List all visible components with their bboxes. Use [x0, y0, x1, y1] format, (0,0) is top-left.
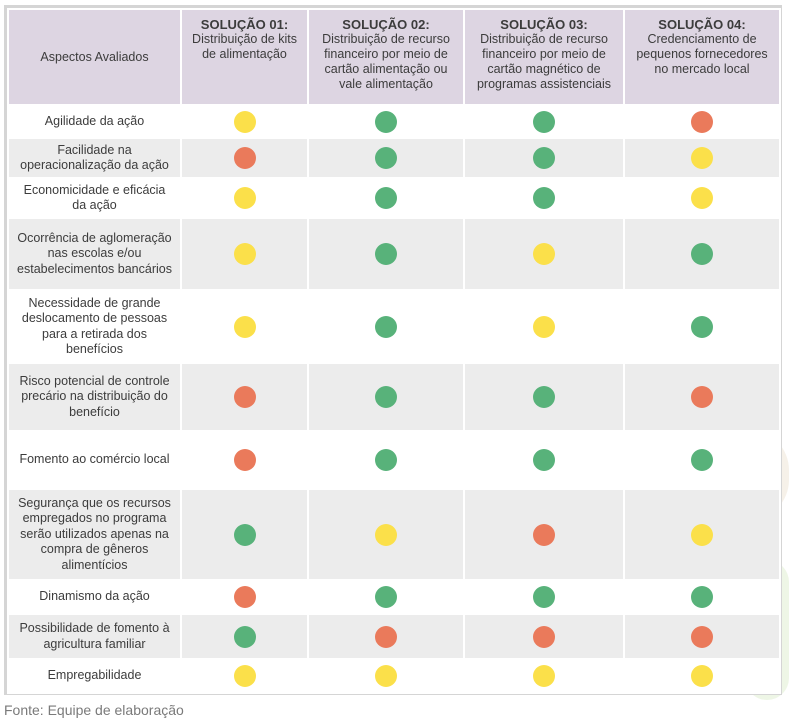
rating-dot [691, 386, 713, 408]
rating-dot [233, 187, 256, 209]
rating-dot [375, 625, 397, 648]
solution-description: Credenciamento de pequenos fornecedores … [636, 32, 768, 76]
rating-dot [533, 243, 555, 265]
table-row: Necessidade de grande deslocamento de pe… [7, 289, 781, 364]
aspect-label: Economicidade e eficácia da ação [7, 177, 182, 219]
rating-dot [375, 110, 397, 133]
rating-dot [533, 449, 555, 471]
rating-dot [233, 243, 256, 265]
rating-dot [533, 625, 555, 648]
rating-dot [375, 386, 397, 408]
rating-dot [691, 449, 713, 471]
aspect-label: Agilidade da ação [7, 104, 182, 139]
solution-header: SOLUÇÃO 03: Distribuição de recurso fina… [463, 8, 625, 106]
solution-header: SOLUÇÃO 01: Distribuição de kits de alim… [180, 8, 309, 106]
aspect-label: Possibilidade de fomento à agricultura f… [7, 613, 182, 660]
rating-dot [533, 665, 555, 687]
rating-dot [533, 315, 555, 338]
aspect-label: Segurança que os recursos empregados no … [7, 488, 182, 581]
rating-dot [233, 386, 256, 408]
rating-dot [233, 449, 256, 471]
header-row: Aspectos Avaliados SOLUÇÃO 01: Distribui… [7, 8, 781, 106]
table-row: Economicidade e eficácia da ação [7, 177, 781, 219]
rating-dot [375, 665, 397, 687]
table-row: Segurança que os recursos empregados no … [7, 488, 781, 581]
rating-dot [233, 586, 256, 608]
rating-dot [691, 523, 713, 546]
rating-dot [375, 315, 397, 338]
solution-title: SOLUÇÃO 04: [658, 17, 746, 32]
rating-dot [533, 386, 555, 408]
table-row: Empregabilidade [7, 658, 781, 694]
aspect-column-header: Aspectos Avaliados [7, 8, 182, 106]
rating-dot [533, 523, 555, 546]
table-row: Risco potencial de controle precário na … [7, 362, 781, 432]
table-row: Ocorrência de aglomeração nas escolas e/… [7, 217, 781, 291]
aspect-label: Dinamismo da ação [7, 579, 182, 615]
aspect-label: Necessidade de grande deslocamento de pe… [7, 289, 182, 364]
table-row: Possibilidade de fomento à agricultura f… [7, 613, 781, 660]
rating-dot [691, 315, 713, 338]
rating-dot [375, 147, 397, 169]
solution-header: SOLUÇÃO 04: Credenciamento de pequenos f… [623, 8, 781, 106]
solution-header: SOLUÇÃO 02: Distribuição de recurso fina… [307, 8, 465, 106]
solution-title: SOLUÇÃO 02: [342, 17, 430, 32]
rating-dot [691, 586, 713, 608]
aspect-label: Fomento ao comércio local [7, 430, 182, 490]
rating-dot [233, 147, 256, 169]
rating-dot [691, 243, 713, 265]
rating-dot [375, 243, 397, 265]
rating-dot [375, 586, 397, 608]
rating-dot [533, 110, 555, 133]
aspect-label: Risco potencial de controle precário na … [7, 362, 182, 432]
rating-dot [375, 523, 397, 546]
table-row: Fomento ao comércio local [7, 430, 781, 490]
solution-description: Distribuição de recurso financeiro por m… [476, 32, 612, 91]
rating-dot [691, 187, 713, 209]
source-caption: Fonte: Equipe de elaboração [4, 702, 184, 718]
table-row: Agilidade da ação [7, 104, 781, 139]
rating-dot [691, 147, 713, 169]
rating-dot [233, 315, 256, 338]
evaluation-table: Aspectos Avaliados SOLUÇÃO 01: Distribui… [7, 8, 781, 694]
aspect-label: Facilidade na operacionalização da ação [7, 137, 182, 179]
rating-dot [233, 110, 256, 133]
table-row: Dinamismo da ação [7, 579, 781, 615]
solution-title: SOLUÇÃO 03: [500, 17, 588, 32]
rating-dot [233, 625, 256, 648]
table-row: Facilidade na operacionalização da ação [7, 137, 781, 179]
rating-dot [533, 187, 555, 209]
rating-dot [233, 665, 256, 687]
solution-description: Distribuição de recurso financeiro por m… [322, 32, 450, 91]
rating-dot [533, 586, 555, 608]
aspect-label: Empregabilidade [7, 658, 182, 694]
rating-dot [691, 110, 713, 133]
rating-dot [375, 449, 397, 471]
solution-title: SOLUÇÃO 01: [200, 17, 289, 32]
rating-dot [533, 147, 555, 169]
aspect-label: Ocorrência de aglomeração nas escolas e/… [7, 217, 182, 291]
rating-dot [691, 665, 713, 687]
rating-dot [233, 523, 256, 546]
evaluation-table-frame: Aspectos Avaliados SOLUÇÃO 01: Distribui… [4, 5, 782, 695]
rating-dot [375, 187, 397, 209]
rating-dot [691, 625, 713, 648]
solution-description: Distribuição de kits de alimentação [192, 32, 297, 61]
